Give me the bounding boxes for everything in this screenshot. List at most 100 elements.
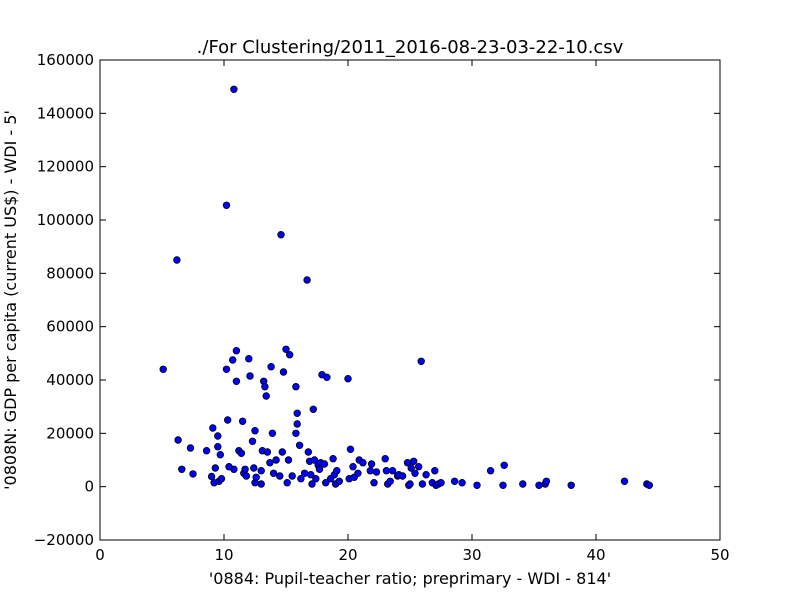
data-point-73 — [312, 475, 320, 483]
data-point-133 — [620, 477, 629, 485]
data-point-72 — [310, 456, 319, 464]
data-points — [159, 85, 653, 489]
data-point-110 — [407, 464, 415, 472]
data-point-87 — [344, 375, 352, 383]
data-point-54 — [282, 345, 290, 353]
data-point-131 — [542, 477, 551, 485]
data-point-123 — [458, 479, 466, 487]
data-point-75 — [315, 465, 324, 473]
data-point-14 — [216, 451, 224, 459]
data-point-27 — [238, 417, 247, 425]
data-point-92 — [354, 469, 362, 477]
data-point-1 — [173, 256, 181, 264]
data-point-4 — [186, 444, 195, 452]
data-point-33 — [248, 437, 257, 445]
data-point-122 — [450, 477, 459, 485]
y-tick-label: −20000 — [34, 531, 94, 549]
data-point-95 — [366, 467, 374, 475]
x-tick-label: 20 — [338, 546, 357, 564]
data-point-66 — [303, 276, 311, 284]
data-point-118 — [431, 467, 439, 475]
data-point-16 — [222, 201, 231, 209]
y-tick-label: 160000 — [37, 51, 94, 69]
data-point-100 — [382, 467, 391, 475]
y-tick-label: 100000 — [37, 211, 94, 229]
data-point-32 — [246, 372, 254, 380]
data-point-85 — [333, 467, 341, 475]
x-tick-label: 30 — [462, 546, 481, 564]
data-point-57 — [286, 351, 294, 359]
data-point-21 — [230, 85, 238, 93]
data-point-69 — [307, 471, 315, 479]
data-point-45 — [266, 459, 274, 467]
data-point-7 — [207, 472, 216, 481]
data-point-99 — [381, 455, 389, 463]
data-point-29 — [241, 465, 249, 473]
data-point-124 — [473, 481, 481, 489]
data-point-128 — [519, 480, 527, 488]
data-point-35 — [251, 427, 259, 435]
data-point-55 — [283, 479, 291, 487]
data-point-111 — [410, 457, 418, 465]
y-tick-label: 20000 — [46, 424, 94, 442]
data-point-46 — [267, 363, 275, 371]
data-point-12 — [214, 432, 222, 440]
data-point-98 — [372, 468, 381, 476]
data-point-56 — [284, 456, 293, 464]
data-point-30 — [242, 472, 250, 480]
x-tick-label: 40 — [586, 546, 605, 564]
plot-frame — [99, 59, 721, 541]
data-point-90 — [349, 463, 357, 471]
data-point-3 — [178, 465, 186, 473]
x-tick-label: 50 — [710, 546, 729, 564]
y-tick-label: 140000 — [37, 104, 94, 122]
data-point-26 — [237, 449, 246, 457]
data-point-63 — [295, 441, 304, 449]
data-point-58 — [288, 472, 296, 480]
data-point-109 — [406, 480, 414, 488]
data-point-22 — [230, 465, 238, 473]
data-point-24 — [232, 377, 241, 385]
data-point-64 — [297, 475, 305, 483]
x-tick-label: 0 — [95, 546, 105, 564]
data-point-132 — [567, 481, 575, 489]
data-point-10 — [211, 464, 219, 472]
data-point-78 — [320, 460, 329, 468]
data-point-121 — [437, 479, 445, 487]
y-tick-label: 40000 — [46, 371, 94, 389]
data-point-6 — [202, 447, 211, 455]
data-point-51 — [277, 230, 285, 239]
data-point-112 — [411, 469, 419, 477]
data-point-31 — [245, 355, 253, 363]
data-point-103 — [388, 467, 397, 475]
data-point-94 — [359, 459, 367, 467]
data-point-11 — [214, 443, 222, 451]
data-point-50 — [276, 472, 284, 480]
data-point-15 — [217, 475, 226, 483]
data-point-44 — [263, 448, 272, 456]
data-point-89 — [346, 445, 355, 453]
data-point-86 — [335, 477, 343, 485]
y-tick-label: 60000 — [46, 318, 94, 336]
data-point-52 — [278, 448, 286, 456]
data-point-59 — [292, 383, 300, 391]
data-point-34 — [250, 464, 258, 472]
y-tick-label: 0 — [84, 478, 94, 496]
data-point-48 — [269, 469, 278, 477]
data-point-62 — [293, 420, 301, 428]
data-point-49 — [272, 456, 280, 464]
data-point-80 — [323, 373, 331, 381]
data-point-102 — [386, 477, 394, 485]
chart-title: ./For Clustering/2011_2016-08-23-03-22-1… — [197, 37, 624, 58]
data-point-82 — [329, 455, 337, 463]
data-point-70 — [308, 480, 316, 488]
data-point-37 — [252, 473, 260, 481]
data-point-71 — [309, 405, 317, 413]
y-axis-ticks: −20000 0 20000 40000 60000 80000 100000 120000 1… — [34, 51, 720, 549]
y-axis-label: '0808N: GDP per capita (current US$) - W… — [1, 110, 20, 490]
data-point-129 — [535, 481, 543, 489]
data-point-97 — [370, 479, 378, 487]
data-point-39 — [257, 467, 265, 475]
